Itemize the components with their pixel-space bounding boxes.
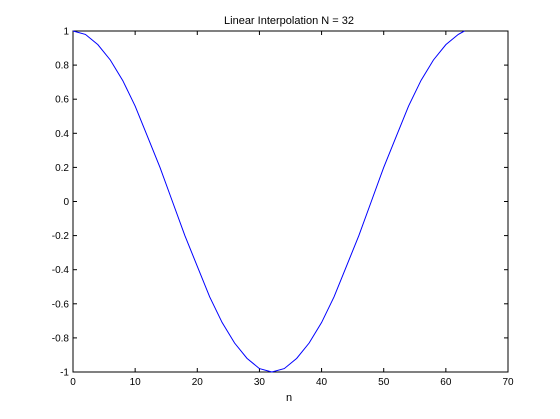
y-tick-label: 0.8 — [55, 61, 69, 72]
y-tick-label: -1 — [60, 368, 69, 379]
y-tick-label: -0.8 — [52, 333, 70, 344]
y-tick-label: 0 — [63, 197, 69, 208]
series-line — [72, 30, 465, 373]
y-tick-label: 0.6 — [55, 95, 69, 106]
x-tick-label: 20 — [192, 377, 204, 388]
x-tick-label: 0 — [70, 377, 76, 388]
y-tick-label: -0.4 — [52, 265, 70, 276]
y-axis: 1 0.8 0.6 0.4 0.2 0 -0.2 -0.4 -0.6 -0.8 -1 — [52, 27, 508, 379]
y-tick-label: 0.2 — [55, 163, 69, 174]
plot-area — [72, 30, 509, 373]
x-tick-label: 60 — [440, 377, 452, 388]
x-tick-label: 40 — [316, 377, 328, 388]
x-tick-label: 30 — [254, 377, 266, 388]
x-axis-label: n — [286, 392, 292, 404]
y-tick-label: 1 — [63, 27, 69, 38]
y-tick-label: -0.6 — [52, 299, 70, 310]
y-tick-label: -0.2 — [52, 231, 70, 242]
x-tick-label: 10 — [130, 377, 142, 388]
chart-title: Linear Interpolation N = 32 — [224, 15, 354, 27]
y-tick-label: 0.4 — [55, 129, 69, 140]
x-tick-label: 50 — [378, 377, 390, 388]
x-axis: 0 10 20 30 40 50 60 70 — [70, 31, 514, 388]
x-tick-label: 70 — [502, 377, 514, 388]
